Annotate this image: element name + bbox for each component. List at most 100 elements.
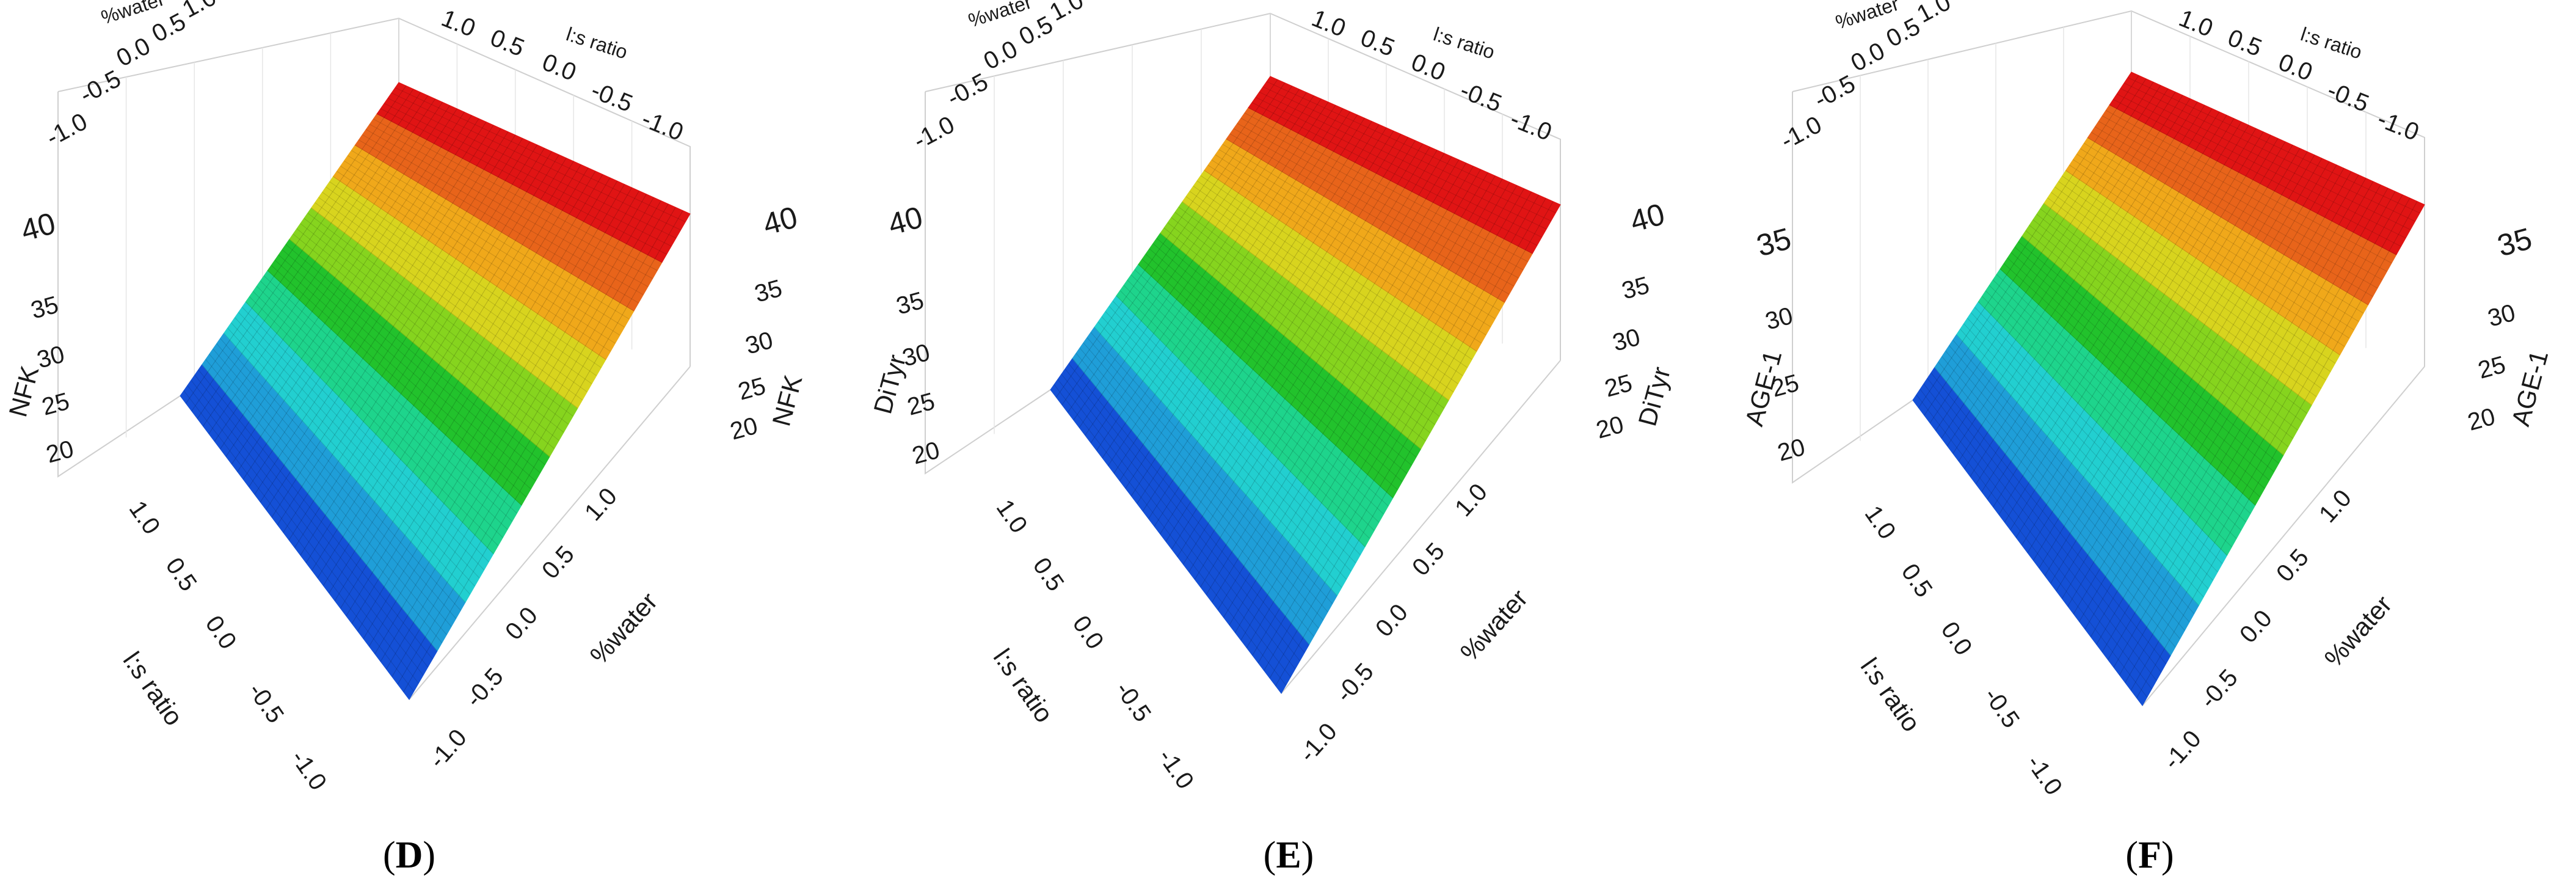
surface-mesh-line: [1985, 290, 2237, 539]
surface-mesh-line: [2112, 99, 2401, 247]
surface-mesh-line: [1167, 222, 1431, 433]
surface-mesh-line: [1237, 123, 1519, 279]
surface-mesh-line: [2119, 191, 2396, 676]
x-tick-top: -0.5: [1810, 70, 1860, 114]
box-frame-back: [57, 17, 691, 367]
surface-mesh-line: [2021, 134, 2271, 546]
surface-mesh-line: [1086, 337, 1328, 612]
x-tick-top: 1.0: [178, 0, 221, 23]
surface-mesh-line: [2080, 148, 2359, 322]
z-tick-right: 30: [1610, 324, 1643, 357]
surface-mesh-line: [220, 105, 450, 450]
surface-mesh-line: [1057, 379, 1291, 678]
surface-mesh-line: [1212, 166, 1474, 603]
surface-mesh-line: [2047, 197, 2317, 397]
z-tick-left: 35: [28, 291, 61, 324]
z-tick-right: 35: [1619, 272, 1652, 305]
z-axis-label-left: NFK: [3, 363, 44, 420]
surface-mesh-line: [2062, 175, 2335, 364]
z-tick-right: 35: [752, 275, 785, 308]
x-tick-bottom: 0.0: [500, 602, 543, 645]
surface-band-10: [2109, 71, 2425, 255]
surface-mesh-line: [1079, 92, 1307, 428]
x-tick-top: 0.0: [112, 32, 155, 72]
x-tick-top: 1.0: [1913, 0, 1956, 28]
surface-mesh-line: [1996, 274, 2251, 514]
surface-mesh-line: [1935, 85, 2161, 431]
surface-mesh-line: [1189, 191, 1458, 384]
surface-mesh-line: [1987, 115, 2227, 500]
x-tick-bottom: -1.0: [424, 724, 472, 773]
surface-mesh-line: [1105, 311, 1352, 572]
x-axis-label-bottom: %water: [584, 586, 663, 670]
surface-mesh-line: [395, 87, 686, 222]
surface-mesh-line: [2090, 174, 2359, 637]
y-axis-label-top: l:s ratio: [564, 23, 630, 63]
surface-mesh-line: [203, 95, 429, 426]
surface-mesh-line: [311, 158, 567, 571]
y-tick-top: 1.0: [2175, 5, 2217, 43]
surface-mesh-line: [1134, 269, 1389, 506]
surface-mesh-line: [242, 307, 489, 563]
surface-mesh-line: [2032, 141, 2286, 561]
surface-mesh-line: [283, 141, 531, 533]
surface-mesh-line: [1112, 301, 1361, 555]
z-tick-left: 20: [43, 436, 76, 469]
surface-mesh-line: [266, 131, 509, 510]
panel-label: (F): [2125, 835, 2174, 876]
z-tick-right: 20: [727, 412, 760, 445]
box-frame-back: [925, 12, 1561, 360]
y-tick-top: 1.0: [1308, 5, 1350, 43]
z-tick-left: 35: [1753, 221, 1794, 263]
z-tick-right: 40: [759, 200, 801, 241]
surface-mesh-line: [191, 89, 414, 412]
z-tick-right: 25: [2475, 351, 2508, 384]
surface-mesh-line: [1200, 159, 1460, 588]
surface-mesh-line: [1108, 305, 1356, 564]
surface-mesh-line: [277, 138, 523, 525]
x-tick-top: 0.0: [980, 35, 1022, 75]
surface-mesh-line: [1053, 384, 1287, 685]
surface-mesh-line: [357, 184, 625, 632]
surface-mesh-line: [300, 223, 564, 433]
surface-mesh-line: [2036, 214, 2303, 422]
z-tick-left: 30: [1763, 302, 1796, 335]
surface-mesh-line: [391, 92, 681, 230]
y-tick-top: -0.5: [588, 77, 636, 118]
x-tick-top: -0.5: [76, 65, 126, 109]
surface-mesh-line: [205, 359, 443, 643]
surface-mesh-line: [305, 154, 559, 563]
y-tick-bottom: 1.0: [124, 496, 166, 539]
surface-mesh-line: [278, 254, 536, 481]
surface-mesh-line: [267, 270, 522, 506]
surface-mesh-line: [2025, 230, 2289, 447]
surface-mesh-line: [329, 167, 589, 594]
surface-mesh-line: [294, 148, 545, 548]
surface-mesh-line: [2007, 257, 2265, 489]
z-axis-label-right: NFK: [766, 372, 807, 429]
surface-mesh-line: [235, 317, 480, 579]
surface-mesh-line: [1097, 321, 1342, 588]
surface-mesh-line: [1160, 137, 1409, 535]
surface-mesh-line: [2027, 138, 2279, 553]
surface-mesh-line: [1138, 264, 1394, 499]
surface-mesh-line: [271, 265, 527, 498]
surface-mesh-line: [1981, 111, 2220, 492]
surface-mesh-line: [347, 155, 625, 327]
surface-mesh-line: [2105, 110, 2392, 264]
surface-mesh-line: [340, 166, 616, 344]
surface-mesh-line: [1960, 329, 2204, 597]
z-tick-right: 30: [2485, 299, 2518, 332]
z-tick-right: 25: [735, 373, 768, 406]
x-tick-bottom: 0.5: [1407, 538, 1450, 581]
surface-mesh-line: [238, 312, 485, 571]
box-frame-right: [409, 366, 691, 700]
surface-mesh-line: [1259, 92, 1547, 230]
surface-mesh-line: [1218, 149, 1496, 320]
surface-mesh-line: [1182, 150, 1438, 565]
surface-mesh-line: [1963, 323, 2209, 590]
x-tick-top: -1.0: [1777, 111, 1827, 155]
surface-mesh-line: [2051, 192, 2321, 389]
surface-mesh-line: [1929, 82, 2154, 423]
surface-mesh-line: [2108, 184, 2381, 660]
